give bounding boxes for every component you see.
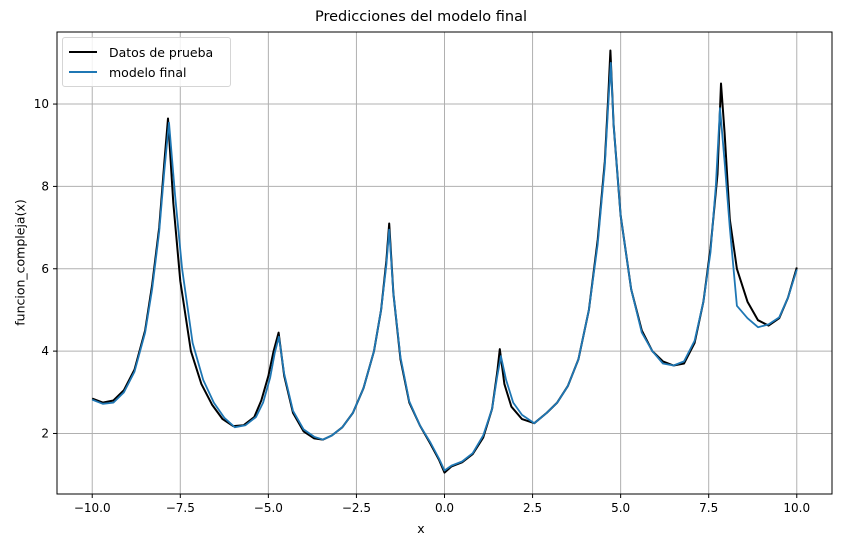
legend-label: Datos de prueba xyxy=(109,44,214,60)
series-line-0 xyxy=(91,49,798,474)
legend-label: modelo final xyxy=(109,64,187,80)
x-tick-label: −10.0 xyxy=(74,501,111,515)
legend-swatch-black xyxy=(69,51,97,53)
axis-ticks: −10.0 −7.5 −5.0 −2.5 0.0 2.5 5.0 7.5 10.0 2 4 6 8 10 xyxy=(34,97,810,515)
legend: Datos de prueba modelo final xyxy=(62,37,231,87)
x-tick-label: 0.0 xyxy=(435,501,454,515)
y-tick-label: 2 xyxy=(41,426,49,440)
legend-item-modelo-final: modelo final xyxy=(69,63,186,81)
y-tick-label: 4 xyxy=(41,344,49,358)
series-line-1 xyxy=(91,62,798,472)
y-tick-label: 6 xyxy=(41,262,49,276)
x-tick-label: 5.0 xyxy=(611,501,630,515)
series-lines xyxy=(91,49,798,474)
x-tick-label: 2.5 xyxy=(523,501,542,515)
x-tick-label: −7.5 xyxy=(166,501,195,515)
legend-swatch-blue xyxy=(69,71,97,73)
y-axis-label: funcion_compleja(x) xyxy=(12,199,28,326)
chart-title: Predicciones del modelo final xyxy=(314,9,528,25)
grid-lines xyxy=(57,32,832,494)
x-tick-label: 7.5 xyxy=(699,501,718,515)
x-tick-label: −5.0 xyxy=(254,501,283,515)
y-tick-label: 10 xyxy=(34,97,49,111)
x-tick-label: 10.0 xyxy=(783,501,810,515)
x-tick-label: −2.5 xyxy=(342,501,371,515)
x-axis-label: x xyxy=(417,521,425,536)
y-tick-label: 8 xyxy=(41,179,49,193)
legend-item-datos-de-prueba: Datos de prueba xyxy=(69,43,213,61)
